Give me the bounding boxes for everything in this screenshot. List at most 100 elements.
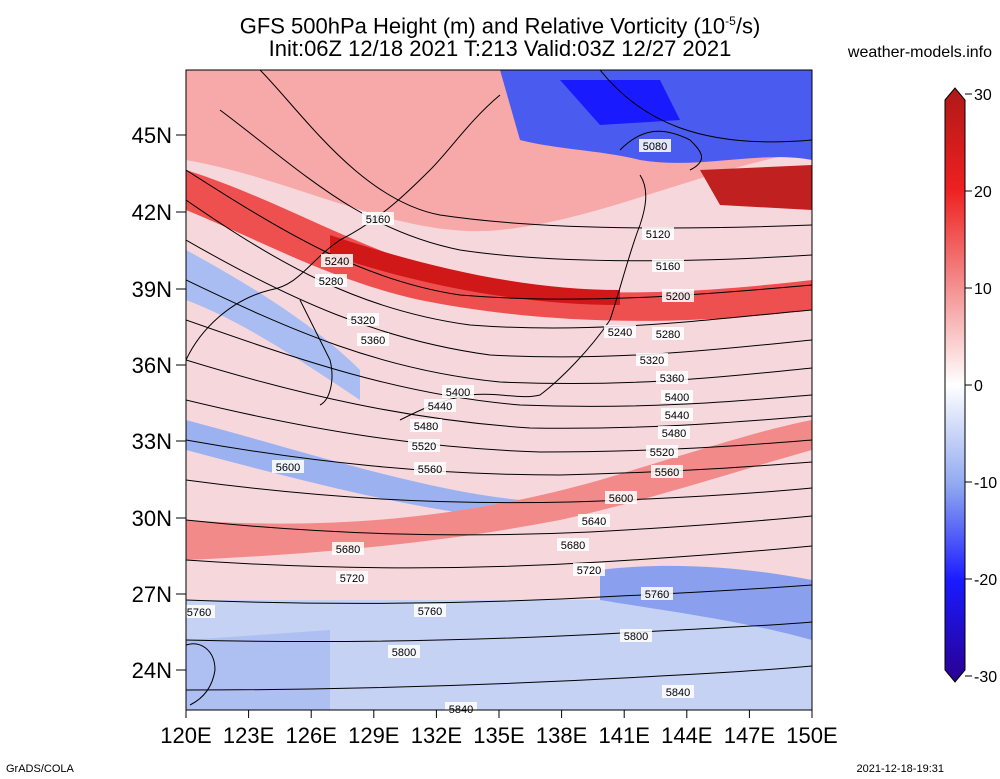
contour-label: 5520: [650, 447, 674, 459]
contour-label: 5320: [351, 315, 375, 327]
colorbar-bar: [944, 87, 966, 683]
contour-label: 5720: [340, 573, 364, 585]
contour-label-bg: [652, 259, 684, 272]
contour-label: 5240: [325, 256, 349, 268]
contour-label: 5760: [645, 589, 669, 601]
contour-label-bg: [651, 465, 683, 478]
colorbar-tick-label: 30: [974, 87, 992, 104]
contour-label-bg: [642, 227, 674, 240]
contour-label-bg: [336, 571, 368, 584]
contour-label-bg: [408, 439, 440, 452]
contour-label-bg: [652, 327, 684, 340]
contour-label-bg: [272, 460, 304, 473]
contour-label-bg: [442, 385, 474, 398]
lat-label: 33N: [132, 429, 172, 454]
lon-label: 129E: [348, 723, 399, 748]
colorbar-tick-label: 20: [974, 184, 992, 201]
latitude-axis: 45N 42N 39N 36N 33N 30N 27N 24N: [132, 123, 186, 683]
coastlines: [186, 94, 702, 706]
contour-label: 5720: [577, 565, 601, 577]
contour-label-bg: [662, 685, 694, 698]
contour-label: 5160: [366, 214, 390, 226]
contour-label-bg: [410, 419, 442, 432]
longitude-axis: 120E 123E 126E 129E 132E 135E 138E 141E 144E 147E…: [160, 710, 838, 748]
colorbar-tick-label: 0: [974, 378, 983, 395]
contour-label: 5440: [428, 401, 452, 413]
contour-label-bg: [620, 629, 652, 642]
vorticity-field: [186, 70, 812, 710]
contour-label-bg: [658, 426, 690, 439]
contour-label-bg: [414, 604, 446, 617]
contour-label-bg: [332, 542, 364, 555]
lat-label: 42N: [132, 200, 172, 225]
contour-label-bg: [661, 390, 693, 403]
colorbar-tick-label: -10: [974, 475, 997, 492]
height-contours: [186, 70, 812, 691]
contour-label: 5280: [656, 329, 680, 341]
contour-label-bg: [639, 139, 671, 152]
lat-label: 39N: [132, 277, 172, 302]
lat-label: 27N: [132, 582, 172, 607]
contour-label-bg: [183, 605, 215, 618]
contour-label-bg: [347, 313, 379, 326]
contour-label-bg: [646, 445, 678, 458]
colorbar-tick-label: -20: [974, 572, 997, 589]
contour-label: 5400: [665, 392, 689, 404]
lon-label: 144E: [661, 723, 712, 748]
contour-label: 5760: [418, 606, 442, 618]
contour-label-bg: [662, 289, 694, 302]
colorbar-tick-label: 10: [974, 281, 992, 298]
contour-label: 5360: [660, 373, 684, 385]
contour-label-bg: [604, 325, 636, 338]
lon-label: 123E: [223, 723, 274, 748]
contour-label-bg: [661, 408, 693, 421]
contour-label: 5080: [643, 141, 667, 153]
contour-label: 5840: [666, 687, 690, 699]
lat-label: 36N: [132, 353, 172, 378]
lon-label: 126E: [286, 723, 337, 748]
contour-label: 5480: [662, 428, 686, 440]
map-title-line1: GFS 500hPa Height (m) and Relative Vorti…: [239, 13, 761, 39]
contour-label-bg: [321, 254, 353, 267]
contour-label: 5160: [656, 261, 680, 273]
lon-label: 147E: [724, 723, 775, 748]
contour-label: 5800: [392, 647, 416, 659]
contour-label-bg: [315, 274, 347, 287]
contour-labels: 5080 5120 5160 5160 5200 5240 5240 5280 5280 5320…: [183, 139, 694, 716]
lat-label: 45N: [132, 123, 172, 148]
contour-label-bg: [445, 702, 477, 715]
footer-software-label: GrADS/COLA: [6, 763, 74, 775]
lon-label: 120E: [160, 723, 211, 748]
contour-label-bg: [414, 462, 446, 475]
contour-label-bg: [573, 563, 605, 576]
contour-label-bg: [641, 587, 673, 600]
lon-label: 150E: [786, 723, 837, 748]
colorbar: 30 20 10 0 -10 -20 -30: [944, 87, 997, 686]
contour-label: 5560: [418, 464, 442, 476]
contour-label-bg: [557, 538, 589, 551]
footer-timestamp: 2021-12-18-19:31: [856, 763, 944, 775]
contour-label: 5360: [361, 335, 385, 347]
map-title-line2: Init:06Z 12/18 2021 T:213 Valid:03Z 12/2…: [268, 36, 732, 61]
contour-label: 5680: [561, 540, 585, 552]
lon-label: 132E: [411, 723, 462, 748]
contour-label: 5320: [640, 355, 664, 367]
contour-label-bg: [636, 353, 668, 366]
contour-label: 5400: [446, 387, 470, 399]
contour-label-bg: [357, 333, 389, 346]
lon-label: 141E: [599, 723, 650, 748]
contour-label-bg: [605, 491, 637, 504]
contour-label: 5600: [609, 493, 633, 505]
lat-label: 24N: [132, 658, 172, 683]
contour-label: 5560: [655, 467, 679, 479]
contour-label: 5600: [276, 462, 300, 474]
contour-label: 5760: [187, 607, 211, 619]
contour-label-bg: [388, 645, 420, 658]
contour-label-bg: [424, 399, 456, 412]
contour-label: 5200: [666, 291, 690, 303]
lon-label: 135E: [473, 723, 524, 748]
source-site-label: weather-models.info: [847, 44, 992, 61]
contour-label-bg: [656, 371, 688, 384]
lon-label: 138E: [536, 723, 587, 748]
